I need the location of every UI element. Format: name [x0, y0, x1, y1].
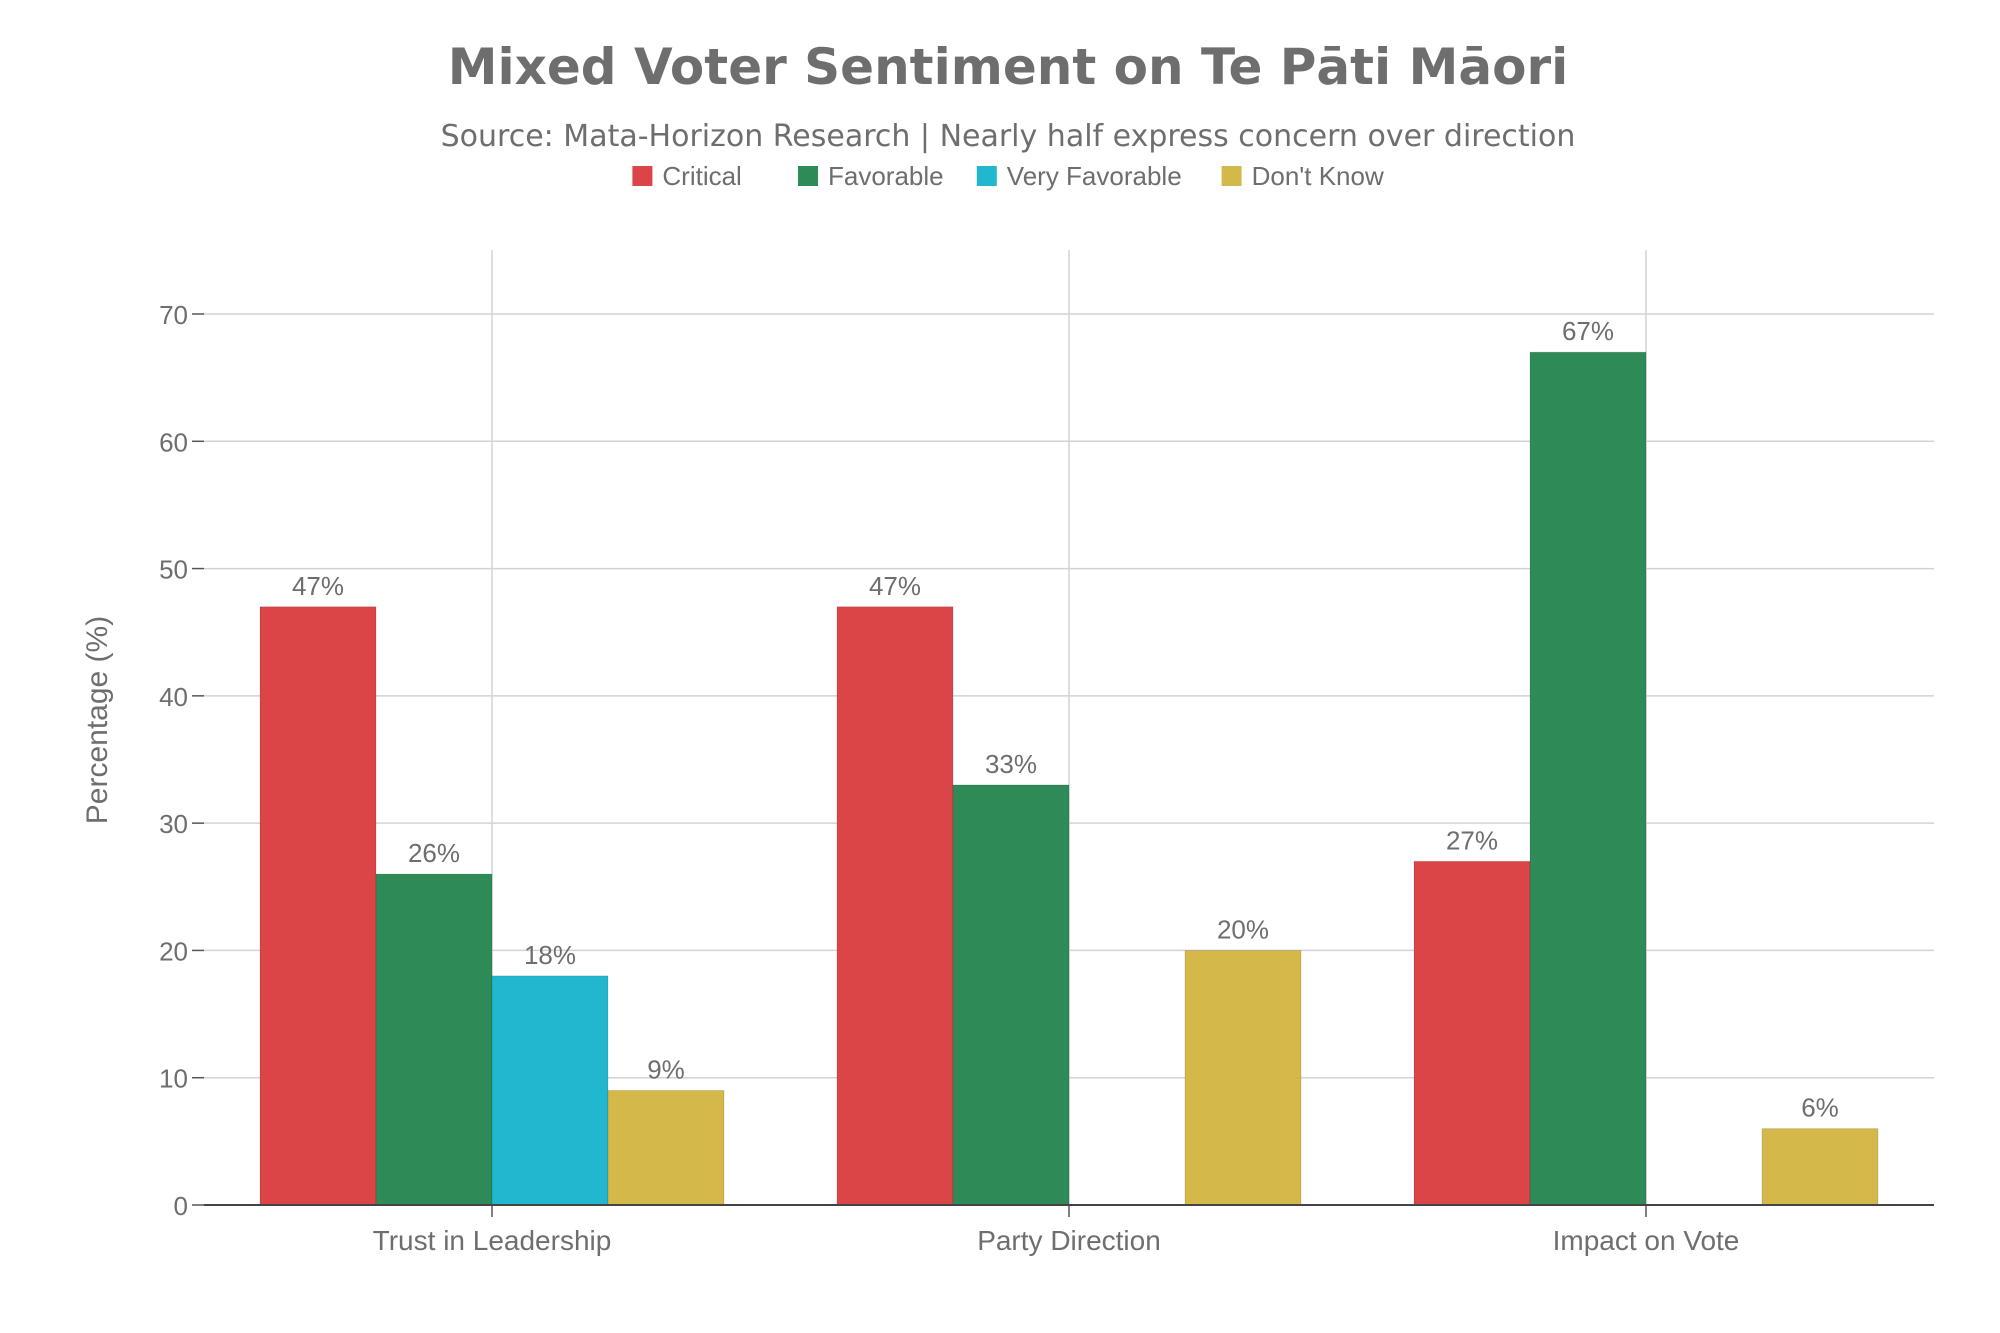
- legend-swatch: [976, 166, 997, 186]
- y-axis-label: Percentage (%): [81, 616, 114, 824]
- chart-title: Mixed Voter Sentiment on Te Pāti Māori: [448, 38, 1569, 96]
- data-labels-group: 47% 26% 18% 9% 47% 33% 20% 27% 67% 6%: [292, 316, 1839, 1122]
- y-tick-label: 40: [159, 682, 188, 712]
- legend-item: Favorable: [798, 161, 944, 191]
- x-tick-label: Impact on Vote: [1553, 1225, 1740, 1256]
- legend-swatch: [798, 166, 818, 186]
- bar: [1761, 1128, 1879, 1206]
- chart-subtitle: Source: Mata-Horizon Research | Nearly h…: [441, 119, 1576, 154]
- legend-item: Don't Know: [1221, 161, 1384, 191]
- y-tick-label: 20: [159, 936, 188, 966]
- data-label: 47%: [869, 571, 921, 601]
- data-label: 26%: [408, 838, 460, 868]
- y-tick-label: 70: [159, 300, 188, 330]
- legend-label: Favorable: [828, 161, 944, 191]
- data-label: 6%: [1801, 1093, 1839, 1123]
- data-label: 27%: [1446, 825, 1498, 855]
- legend-item: Very Favorable: [976, 161, 1182, 191]
- bar: [952, 784, 1070, 1206]
- data-label: 47%: [292, 571, 344, 601]
- bar: [491, 975, 609, 1206]
- axes-group: 0 10 20 30 40 50 60 70 Trust in Leadership Party …: [159, 300, 1934, 1256]
- bar: [1184, 949, 1302, 1206]
- chart-legend: Critical Favorable Very Favorable Don't Kno…: [632, 161, 1384, 191]
- bar: [259, 606, 377, 1206]
- data-label: 20%: [1217, 914, 1269, 944]
- y-tick-label: 30: [159, 809, 188, 839]
- legend-item: Critical: [632, 161, 742, 191]
- bar: [836, 606, 954, 1206]
- data-label: 9%: [647, 1054, 685, 1084]
- legend-swatch: [632, 166, 653, 186]
- y-tick-label: 10: [159, 1064, 188, 1094]
- bar: [607, 1089, 725, 1206]
- data-label: 67%: [1562, 316, 1614, 346]
- bar: [375, 873, 493, 1206]
- data-label: 18%: [524, 940, 576, 970]
- bar: [1413, 860, 1531, 1206]
- legend-label: Very Favorable: [1007, 161, 1182, 191]
- x-tick-label: Party Direction: [977, 1225, 1161, 1256]
- legend-swatch: [1221, 166, 1242, 186]
- legend-label: Don't Know: [1252, 161, 1384, 191]
- legend-label: Critical: [662, 161, 741, 191]
- bar: [1529, 351, 1647, 1206]
- data-label: 33%: [985, 749, 1037, 779]
- y-tick-label: 0: [174, 1191, 188, 1221]
- bars-group: [259, 351, 1879, 1206]
- y-tick-label: 50: [159, 555, 188, 585]
- y-tick-label: 60: [159, 427, 188, 457]
- x-tick-label: Trust in Leadership: [373, 1225, 612, 1256]
